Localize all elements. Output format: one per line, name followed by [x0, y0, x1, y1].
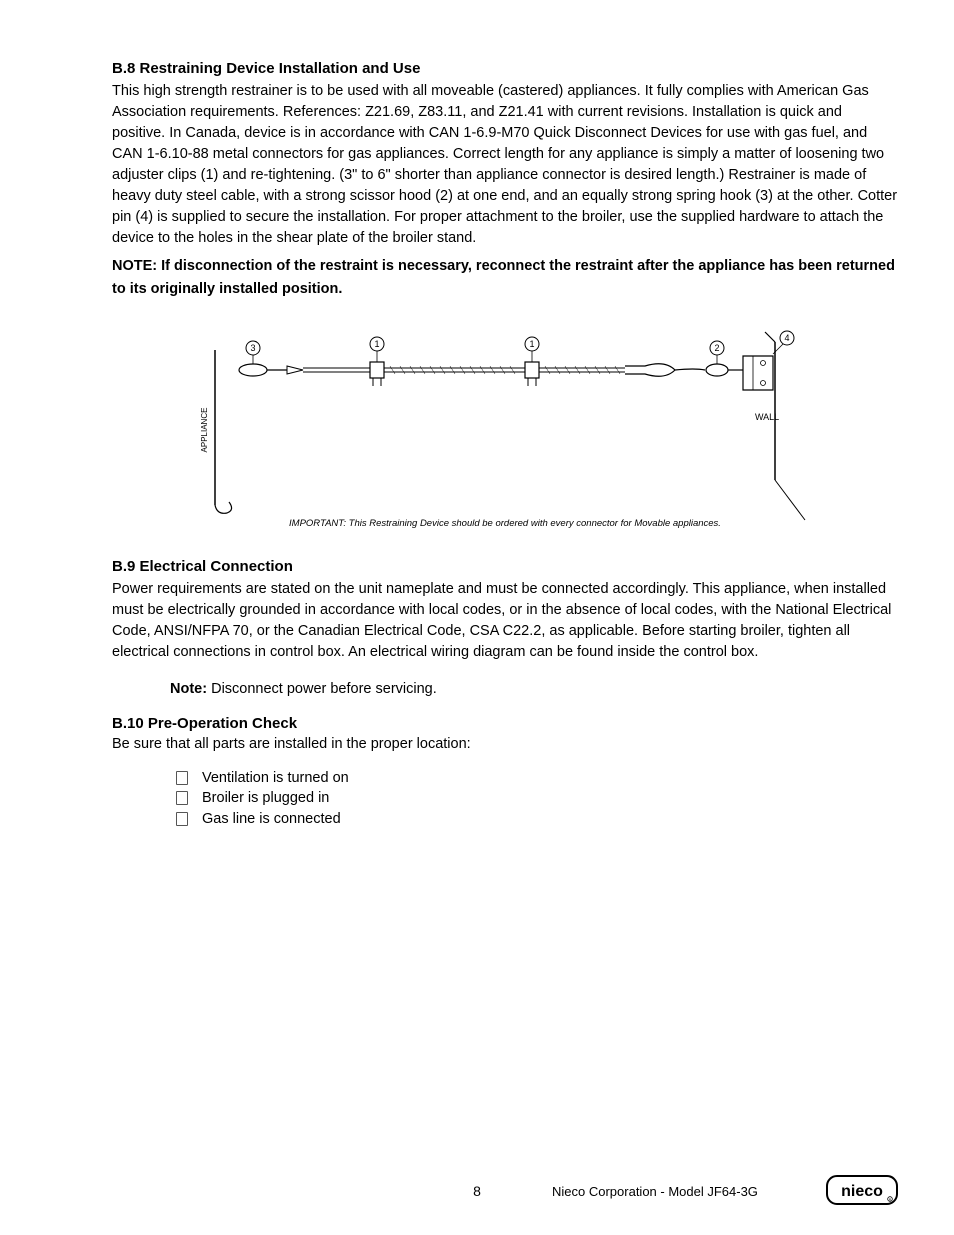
restraining-device-diagram: APPLIANCE WALL — [112, 320, 898, 530]
diagram-wall-label: WALL — [755, 412, 779, 422]
diagram-callout-1b: 1 — [529, 339, 534, 349]
page-footer: 8 Nieco Corporation - Model JF64-3G niec… — [0, 1169, 954, 1205]
svg-text:R: R — [889, 1198, 892, 1202]
restraining-device-svg: APPLIANCE WALL — [195, 320, 815, 530]
diagram-callout-2: 2 — [714, 343, 719, 353]
checklist-item: Broiler is plugged in — [176, 788, 898, 808]
note-label: Note: — [170, 681, 207, 697]
section-b8-body: This high strength restrainer is to be u… — [112, 81, 898, 249]
page-number: 8 — [473, 1183, 481, 1199]
section-b9-note: Note: Disconnect power before servicing. — [170, 681, 898, 697]
footer-text: Nieco Corporation - Model JF64-3G — [552, 1184, 758, 1199]
checklist-item: Ventilation is turned on — [176, 768, 898, 788]
section-b8-note: NOTE: If disconnection of the restraint … — [112, 255, 898, 300]
nieco-logo-icon: nieco R — [826, 1175, 898, 1205]
svg-text:nieco: nieco — [841, 1183, 883, 1200]
pre-operation-checklist: Ventilation is turned on Broiler is plug… — [176, 768, 898, 829]
diagram-appliance-label: APPLIANCE — [200, 408, 209, 453]
diagram-callout-4: 4 — [784, 333, 789, 343]
section-b9-body: Power requirements are stated on the uni… — [112, 579, 898, 663]
checklist-item: Gas line is connected — [176, 809, 898, 829]
diagram-callout-3: 3 — [250, 343, 255, 353]
diagram-callout-1a: 1 — [374, 339, 379, 349]
section-b10-heading: B.10 Pre-Operation Check — [112, 715, 898, 732]
diagram-caption: IMPORTANT: This Restraining Device shoul… — [289, 518, 721, 529]
section-b10-intro: Be sure that all parts are installed in … — [112, 736, 898, 752]
section-b9-heading: B.9 Electrical Connection — [112, 558, 898, 575]
note-text: Disconnect power before servicing. — [207, 681, 437, 697]
section-b8-heading: B.8 Restraining Device Installation and … — [112, 60, 898, 77]
